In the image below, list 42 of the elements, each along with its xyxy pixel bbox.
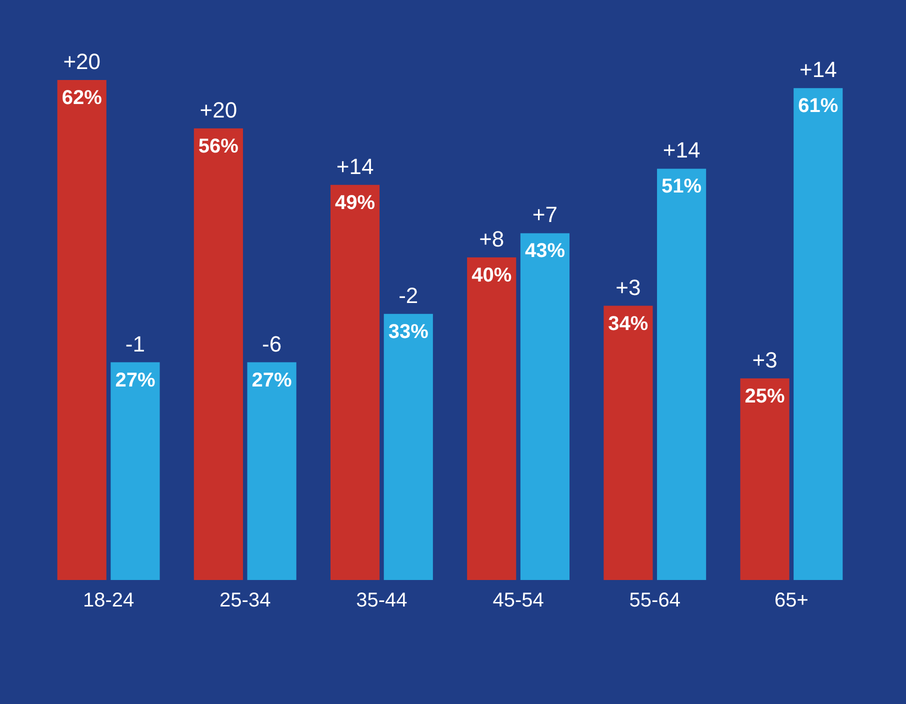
bar	[467, 257, 516, 580]
annotation: +7	[532, 202, 558, 228]
x-tick-label: 18-24	[82, 590, 134, 612]
annotation: +3	[616, 274, 641, 300]
data-label: 61%	[798, 95, 838, 118]
x-tick-label: 55-64	[629, 590, 680, 612]
data-label: 40%	[472, 264, 512, 286]
x-tick-label: 25-34	[220, 590, 271, 612]
data-label: 25%	[744, 385, 786, 408]
bar	[330, 184, 380, 580]
bar	[794, 88, 843, 580]
bar	[657, 168, 706, 580]
bar	[520, 233, 570, 580]
bar	[247, 362, 296, 580]
annotation: -1	[125, 331, 145, 356]
data-label: 56%	[198, 135, 239, 158]
x-tick-label: 65+	[774, 590, 808, 612]
data-label: 27%	[115, 369, 156, 392]
annotation: +8	[479, 226, 504, 252]
data-label: 34%	[608, 312, 648, 335]
data-label: 62%	[62, 87, 102, 109]
data-label: 27%	[252, 369, 292, 392]
annotation: +14	[662, 138, 700, 163]
bar	[57, 80, 106, 580]
bar	[604, 306, 653, 580]
annotation: +20	[63, 49, 101, 74]
bar	[110, 362, 160, 580]
bar	[194, 128, 243, 580]
x-tick-label: 35-44	[356, 590, 408, 612]
annotation: +3	[752, 347, 778, 372]
annotation: -2	[398, 282, 418, 308]
bar	[740, 378, 790, 580]
data-label: 49%	[335, 192, 376, 214]
annotation: +20	[200, 97, 238, 122]
data-label: 51%	[662, 176, 702, 198]
data-label: 43%	[524, 240, 566, 262]
annotation: +14	[336, 154, 374, 179]
data-label: 33%	[388, 320, 429, 343]
annotation: +14	[799, 57, 837, 82]
x-tick-label: 45-54	[492, 590, 544, 612]
annotation: -6	[262, 331, 282, 356]
bar	[384, 314, 433, 580]
